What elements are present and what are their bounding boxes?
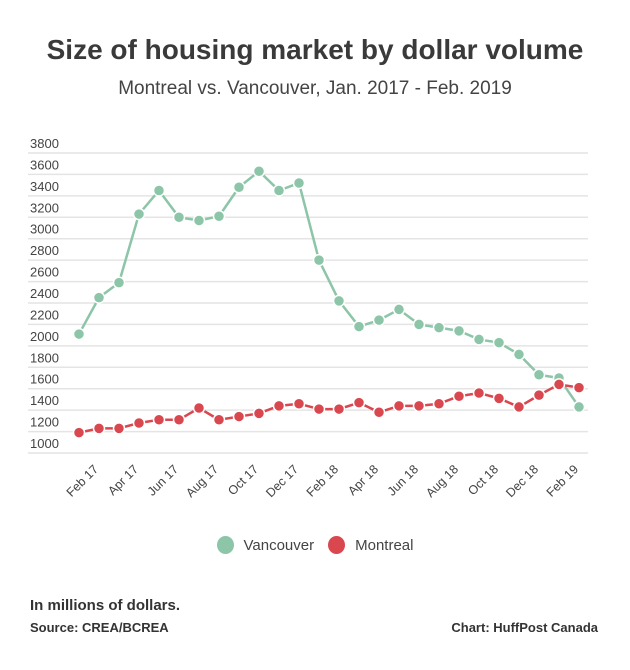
y-tick-label: 3200 [30,200,59,215]
data-point-vancouver [392,303,406,316]
data-point-vancouver [172,211,186,224]
chart-credit: Chart: HuffPost Canada [451,620,598,635]
y-tick-label: 1400 [30,393,59,408]
data-point-montreal [172,413,186,427]
data-point-vancouver [452,324,466,338]
series-line-vancouver [77,169,581,408]
legend-item-montreal: Montreal [328,536,413,554]
data-point-vancouver [192,214,206,227]
x-tick-label: Jun 17 [145,462,181,498]
legend-label-vancouver: Vancouver [243,536,315,554]
x-tick-label: Oct 17 [225,462,261,498]
x-tick-label: Apr 17 [105,462,141,498]
y-tick-label: 1000 [30,436,59,451]
data-point-vancouver [412,318,426,331]
data-point-vancouver [292,176,306,190]
data-point-vancouver [532,368,546,382]
data-point-montreal [72,426,86,439]
y-tick-label: 1800 [30,350,59,365]
y-tick-label: 2600 [30,265,59,280]
legend: Vancouver Montreal [0,536,630,554]
data-point-montreal [392,399,406,413]
data-point-vancouver [92,291,106,304]
data-point-montreal [512,400,526,414]
legend-swatch-montreal [328,536,346,554]
data-point-montreal [452,389,466,403]
x-tick-label: Feb 19 [544,462,581,499]
data-point-montreal [312,402,326,416]
data-point-montreal [492,392,506,405]
data-point-montreal [352,396,366,409]
data-point-montreal [112,422,126,435]
x-tick-label: Feb 18 [304,462,341,499]
legend-item-vancouver: Vancouver [216,536,315,554]
data-point-montreal [152,413,166,427]
chart-subtitle: Montreal vs. Vancouver, Jan. 2017 - Feb.… [118,78,512,99]
y-tick-label: 3600 [30,157,59,172]
y-tick-label: 3000 [30,222,59,237]
y-tick-label: 3400 [30,179,59,194]
data-point-montreal [292,397,306,410]
data-point-montreal [232,410,246,423]
data-point-montreal [372,406,386,419]
data-point-vancouver [512,348,526,361]
data-point-vancouver [312,253,326,267]
data-point-montreal [432,397,446,410]
x-tick-label: Feb 17 [64,462,101,499]
y-tick-label: 2200 [30,307,59,322]
data-point-montreal [192,401,206,415]
units-note: In millions of dollars. [30,597,181,614]
data-point-vancouver [252,164,266,178]
data-point-montreal [132,416,146,430]
data-point-vancouver [352,320,366,333]
data-point-vancouver [72,327,86,341]
data-point-vancouver [472,333,486,346]
legend-label-montreal: Montreal [355,536,414,554]
series-line-montreal [78,383,580,434]
data-point-vancouver [112,276,126,289]
x-tick-label: Aug 17 [183,462,221,500]
y-tick-label: 1600 [30,372,59,387]
y-tick-label: 2800 [30,243,59,258]
data-point-montreal [332,402,346,416]
data-point-montreal [92,422,106,435]
x-tick-label: Oct 18 [465,462,501,498]
legend-swatch-vancouver [216,536,234,554]
data-point-montreal [272,399,286,413]
data-point-vancouver [372,313,386,327]
data-point-vancouver [432,321,446,334]
data-point-montreal [412,399,426,413]
data-point-vancouver [332,294,346,308]
data-point-montreal [472,386,486,400]
data-point-vancouver [152,184,166,197]
data-point-vancouver [492,336,506,349]
y-tick-label: 3800 [30,136,59,151]
data-point-vancouver [212,209,226,223]
data-point-vancouver [232,181,246,194]
data-point-montreal [252,407,266,420]
y-tick-label: 2000 [30,329,59,344]
source-note: Source: CREA/BCREA [30,620,169,635]
x-tick-label: Dec 18 [503,462,541,500]
x-tick-label: Apr 18 [345,462,381,498]
x-tick-label: Jun 18 [385,462,421,498]
x-tick-label: Aug 18 [423,462,461,500]
data-point-montreal [532,388,546,402]
data-point-montreal [572,381,586,394]
data-point-vancouver [132,207,146,221]
y-tick-label: 1200 [30,415,59,430]
y-tick-label: 2400 [30,286,59,301]
data-point-montreal [552,378,566,391]
data-point-montreal [212,413,226,427]
data-point-vancouver [572,400,586,414]
x-tick-label: Dec 17 [263,462,301,500]
data-point-vancouver [272,184,286,197]
chart-title: Size of housing market by dollar volume [46,34,584,65]
